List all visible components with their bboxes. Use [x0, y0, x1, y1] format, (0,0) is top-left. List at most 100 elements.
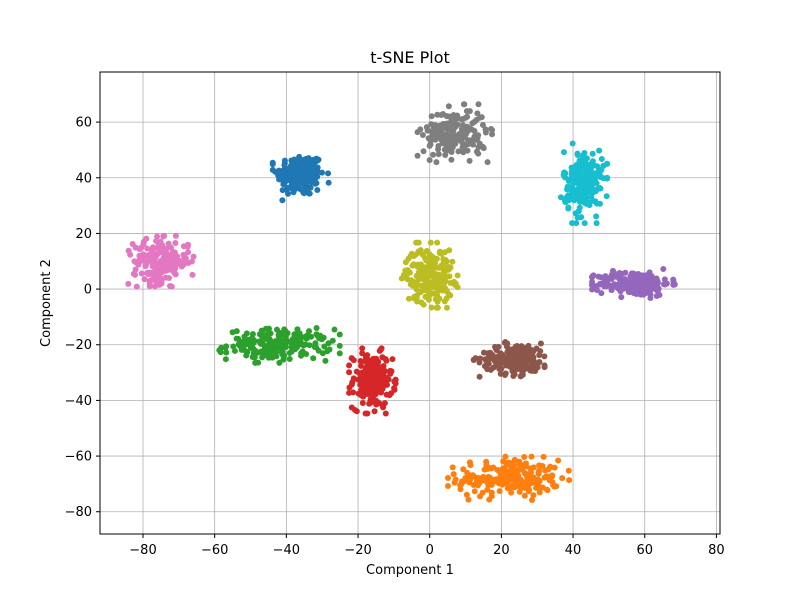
scatter-point: [419, 132, 426, 139]
scatter-point: [286, 356, 293, 363]
scatter-point: [276, 359, 283, 366]
scatter-point: [574, 214, 581, 221]
scatter-point: [154, 233, 161, 240]
scatter-point: [463, 491, 470, 498]
scatter-point: [389, 356, 396, 363]
scatter-point: [584, 200, 591, 207]
scatter-point: [505, 484, 512, 491]
scatter-point: [366, 400, 373, 407]
scatter-point: [257, 340, 264, 347]
points: [125, 101, 678, 504]
scatter-point: [286, 350, 293, 357]
scatter-point: [475, 144, 482, 151]
scatter-point: [534, 364, 541, 371]
scatter-point: [259, 349, 266, 356]
scatter-point: [477, 493, 484, 500]
scatter-point: [404, 267, 411, 274]
y-tick-label: −60: [65, 450, 92, 465]
scatter-point: [493, 477, 500, 484]
scatter-point: [157, 238, 164, 245]
scatter-point: [136, 246, 143, 253]
scatter-point: [368, 359, 375, 366]
scatter-point: [622, 269, 629, 276]
scatter-point: [519, 363, 526, 370]
scatter-point: [140, 241, 147, 248]
scatter-point: [259, 354, 266, 361]
scatter-point: [593, 180, 600, 187]
scatter-point: [346, 384, 353, 391]
scatter-point: [359, 345, 366, 352]
scatter-point: [523, 463, 530, 470]
scatter-point: [513, 355, 520, 362]
scatter-point: [521, 453, 528, 460]
scatter-point: [497, 357, 504, 364]
scatter-point: [336, 350, 343, 357]
scatter-point: [171, 249, 178, 256]
x-tick-label: −40: [273, 543, 300, 558]
scatter-point: [471, 488, 478, 495]
scatter-point: [449, 258, 456, 265]
scatter-point: [303, 350, 310, 357]
scatter-point: [350, 389, 357, 396]
scatter-point: [593, 213, 600, 220]
scatter-point: [432, 264, 439, 271]
scatter-point: [165, 240, 172, 247]
scatter-point: [459, 140, 466, 147]
scatter-point: [422, 293, 429, 300]
scatter-point: [551, 464, 558, 471]
scatter-point: [523, 360, 530, 367]
scatter-point: [464, 123, 471, 130]
scatter-point: [472, 355, 479, 362]
scatter-point: [279, 197, 286, 204]
scatter-point: [250, 336, 257, 343]
scatter-point: [529, 367, 536, 374]
scatter-point: [449, 144, 456, 151]
scatter-point: [435, 146, 442, 153]
scatter-point: [442, 274, 449, 281]
scatter-point: [562, 199, 569, 206]
scatter-point: [466, 108, 473, 115]
scatter-point: [279, 187, 286, 194]
scatter-point: [635, 279, 642, 286]
scatter-point: [190, 253, 197, 260]
scatter-point: [405, 255, 412, 262]
scatter-point: [476, 373, 483, 380]
scatter-point: [265, 342, 272, 349]
scatter-point: [435, 123, 442, 130]
scatter-point: [528, 480, 535, 487]
scatter-point: [628, 270, 635, 277]
scatter-point: [365, 391, 372, 398]
scatter-point: [426, 142, 433, 149]
scatter-point: [318, 336, 325, 343]
scatter-point: [470, 482, 477, 489]
scatter-point: [446, 113, 453, 120]
scatter-point: [160, 232, 167, 239]
scatter-point: [217, 349, 224, 356]
scatter-point: [462, 129, 469, 136]
scatter-point: [499, 474, 506, 481]
scatter-point: [284, 166, 291, 173]
scatter-point: [411, 293, 418, 300]
scatter-point: [460, 101, 467, 108]
scatter-point: [313, 325, 320, 332]
scatter-point: [497, 370, 504, 377]
scatter-point: [149, 260, 156, 267]
scatter-point: [251, 353, 258, 360]
scatter-point: [424, 127, 431, 134]
scatter-point: [560, 149, 567, 156]
scatter-point: [581, 220, 588, 227]
scatter-point: [246, 340, 253, 347]
scatter-point: [430, 151, 437, 158]
scatter-point: [521, 492, 528, 499]
scatter-point: [590, 283, 597, 290]
scatter-point: [379, 367, 386, 374]
scatter-point: [503, 343, 510, 350]
scatter-point: [569, 140, 576, 147]
scatter-point: [450, 139, 457, 146]
y-axis-label: Component 2: [39, 259, 54, 347]
plot-frame: [99, 71, 721, 535]
scatter-point: [366, 376, 373, 383]
scatter-point: [488, 489, 495, 496]
scatter-point: [413, 239, 420, 246]
